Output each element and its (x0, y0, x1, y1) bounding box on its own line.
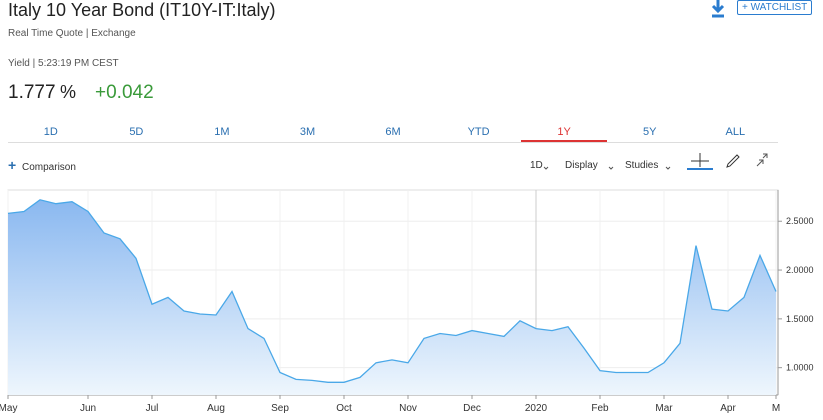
y-tick-label: 2.5000 (786, 216, 814, 226)
x-tick-label: Nov (399, 403, 417, 414)
tool-icons[interactable] (685, 150, 775, 172)
x-tick-label: Mar (655, 403, 673, 414)
range-tab[interactable]: 5Y (642, 126, 657, 138)
x-tick-label: Aug (207, 403, 225, 414)
interval[interactable]: 1D (530, 160, 543, 171)
y-tick-label: 2.0000 (786, 265, 814, 275)
range-tab[interactable]: 5D (129, 126, 144, 138)
x-tick-label: Jun (80, 403, 96, 414)
subtitle: Real Time Quote | Exchange (8, 28, 136, 39)
x-tick-label: Dec (463, 403, 481, 414)
x-tick-label: 2020 (525, 403, 548, 414)
line (7, 199, 777, 383)
x-tick-label: M (772, 403, 780, 414)
studies[interactable]: Studies (625, 160, 659, 171)
comparison[interactable]: Comparison (22, 162, 76, 173)
watchlist-button[interactable]: + WATCHLIST (737, 0, 813, 15)
x-tick-label: Oct (336, 403, 352, 414)
x-tick-label: Sep (271, 403, 289, 414)
x-tick-label: Apr (720, 403, 736, 414)
chevrons (543, 166, 671, 170)
title: Italy 10 Year Bond (IT10Y-IT:Italy) (8, 0, 276, 20)
x-tick-label: Jul (146, 403, 159, 414)
y-tick-label: 1.0000 (786, 363, 814, 373)
plus-icon[interactable]: + (8, 157, 17, 173)
range-tab[interactable]: 1Y (521, 122, 607, 142)
range-tab[interactable]: YTD (467, 126, 490, 138)
display[interactable]: Display (565, 160, 598, 171)
y-tick-label: 1.5000 (786, 314, 814, 324)
quote-time: Yield | 5:23:19 PM CEST (8, 58, 119, 69)
range-tab[interactable]: 1D (43, 126, 58, 138)
range-tab[interactable]: 6M (385, 126, 401, 138)
range-tab[interactable]: 3M (299, 126, 316, 138)
area (8, 199, 776, 395)
change: +0.042 (95, 82, 154, 103)
price: 1.777 (8, 82, 56, 103)
x-tick-label: Feb (591, 403, 609, 414)
x-tick-label: May (0, 403, 17, 414)
download-icon[interactable] (710, 0, 726, 18)
range-tab[interactable]: ALL (725, 126, 746, 138)
price-unit: % (60, 82, 77, 102)
range-tabs: 1D 5D 1M 3M 6M YTD 1Y 5Y ALL (8, 122, 778, 143)
range-tab[interactable]: 1M (214, 126, 230, 138)
